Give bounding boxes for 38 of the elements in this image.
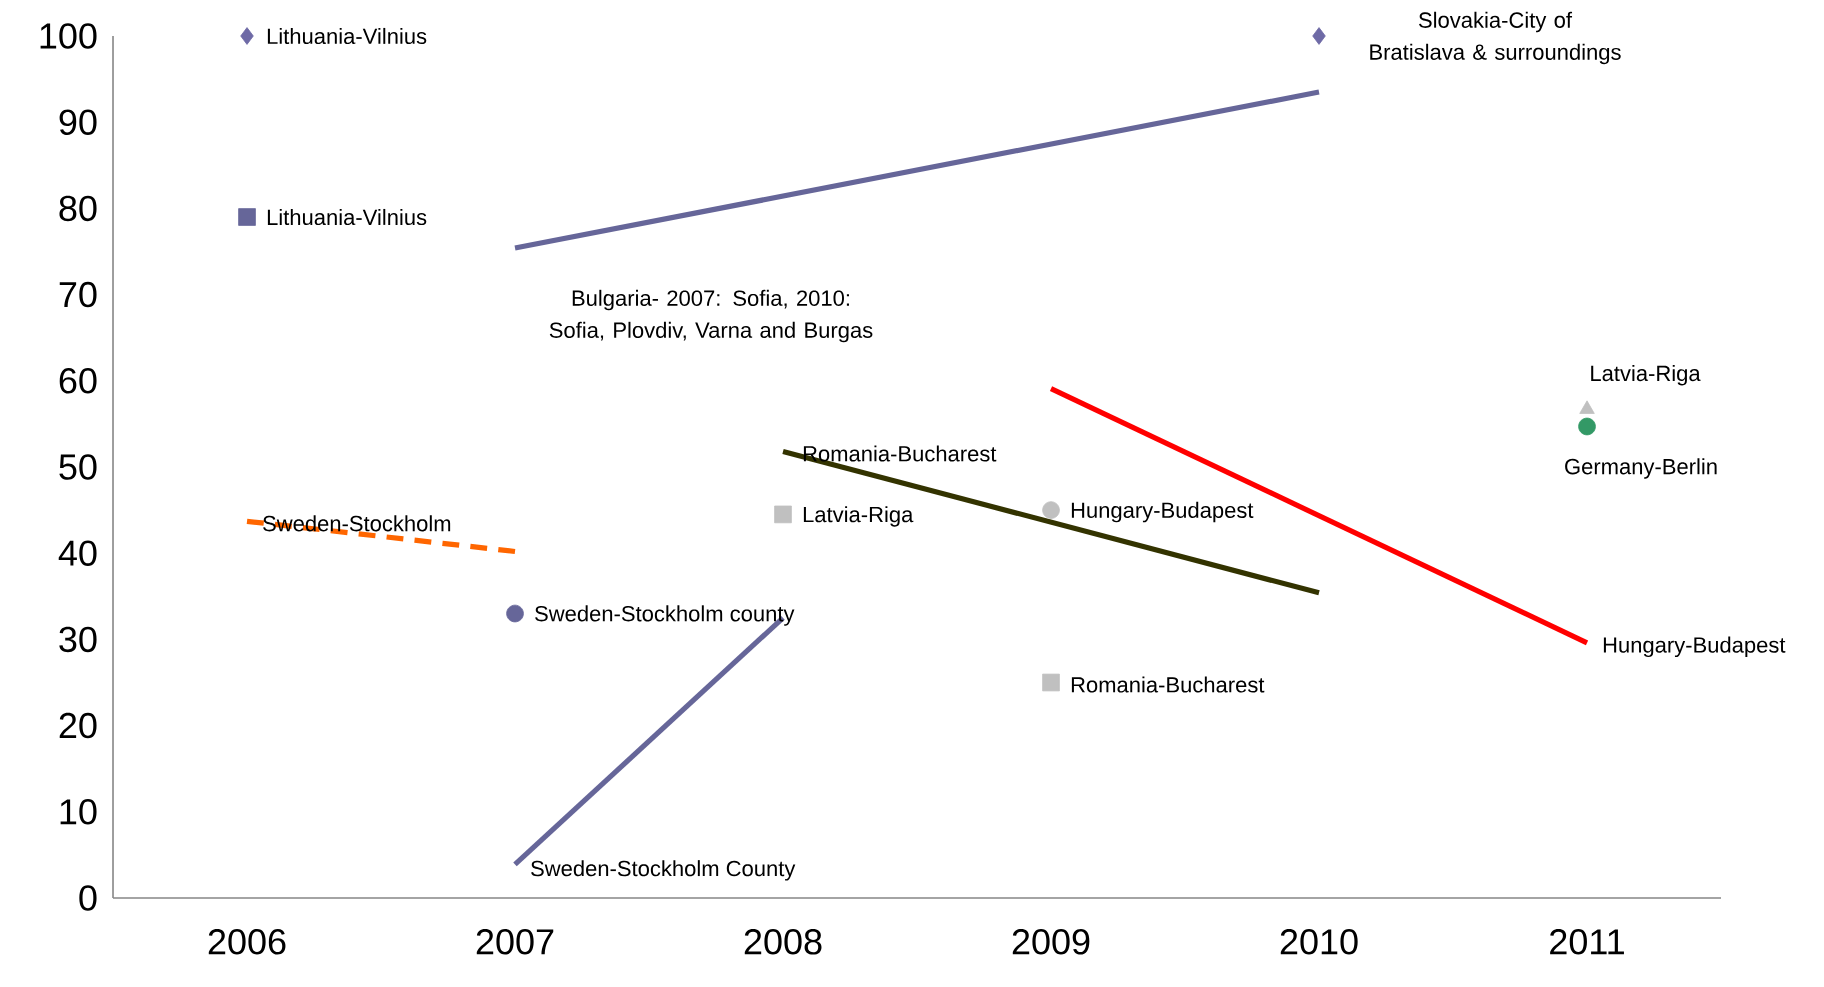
point — [506, 604, 524, 623]
y-tick-label: 0 — [79, 885, 97, 911]
point — [1312, 27, 1326, 45]
series-label: Lithuania-Vilnius — [267, 27, 427, 45]
x-tick-label: 2007 — [476, 929, 554, 955]
y-tick-label: 40 — [58, 540, 97, 566]
x-tick-label: 2009 — [1012, 929, 1090, 955]
series-label: Latvia-Riga — [1591, 365, 1701, 386]
point — [774, 505, 792, 524]
y-tick-label: 90 — [59, 109, 97, 135]
point — [238, 208, 256, 226]
y-tick-label: 60 — [59, 368, 97, 394]
x-tick-label: 2006 — [208, 929, 286, 955]
y-tick-label: 80 — [59, 195, 97, 222]
series-label: Germany-Berlin — [1565, 458, 1717, 479]
series-label: Lithuania-Vilnius — [267, 208, 427, 226]
point — [240, 27, 254, 45]
point — [1042, 501, 1060, 519]
text: Slovakia-City of Bratislava & surroundings — [1370, 11, 1621, 65]
series-label: Sweden-Stockholm county — [535, 605, 795, 626]
point — [1578, 417, 1596, 436]
y-tick-label: 50 — [59, 454, 97, 480]
series-label: Hungary-Budapest — [1603, 636, 1786, 658]
y-tick-label: 30 — [59, 626, 97, 653]
series-label: Hungary-Budapest — [1071, 501, 1254, 523]
series-label: Romania-Bucharest — [803, 445, 997, 462]
series-label: Sweden-Stockholm County — [531, 860, 796, 881]
y-tick-label: 70 — [59, 281, 97, 308]
x-tick-label: 2011 — [1550, 929, 1624, 955]
y-tick-label: 10 — [60, 799, 97, 825]
y-tick-label: 20 — [59, 712, 97, 739]
x-tick-label: 2008 — [744, 929, 822, 955]
text: Bulgaria- 2007: Sofia, 2010: Sofia, Plovdiv, Varna and Burgas — [549, 289, 873, 343]
y-tick-label: 100 — [40, 23, 97, 49]
series-label: Romania-Bucharest — [1071, 676, 1265, 693]
x-tick-label: 2010 — [1280, 929, 1358, 955]
series-label: Latvia-Riga — [803, 506, 914, 527]
point — [1042, 673, 1060, 692]
